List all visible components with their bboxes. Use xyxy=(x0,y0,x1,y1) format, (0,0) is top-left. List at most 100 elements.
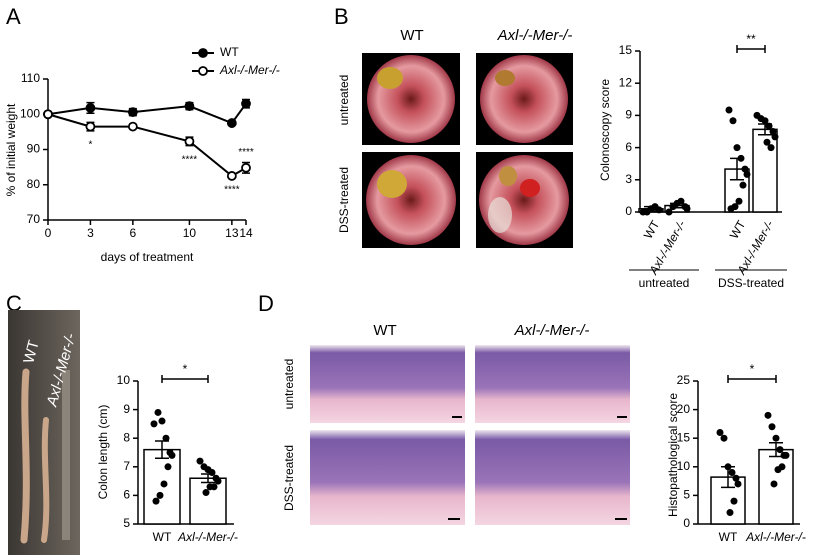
legend-label: Axl-/-Mer-/- xyxy=(219,63,280,77)
data-point xyxy=(164,463,172,471)
significance: ** xyxy=(746,32,756,46)
data-point xyxy=(764,411,772,419)
significance: **** xyxy=(224,185,240,196)
data-point xyxy=(743,170,751,178)
y-tick-label: 6 xyxy=(625,140,632,154)
endoscopy-images xyxy=(362,53,573,248)
y-axis-label: % of initial weight xyxy=(4,103,18,196)
marker xyxy=(241,98,251,109)
significance-bar xyxy=(727,375,777,383)
marker xyxy=(184,136,195,147)
marker xyxy=(241,162,251,173)
row-label: untreated xyxy=(282,359,296,410)
panel-label: D xyxy=(258,291,274,316)
marker xyxy=(127,107,138,118)
data-point xyxy=(770,480,778,488)
data-point xyxy=(733,144,741,152)
significance-bar xyxy=(161,375,209,383)
data-point xyxy=(782,451,790,459)
significance: * xyxy=(88,139,92,150)
data-point xyxy=(655,206,663,214)
panel-label: A xyxy=(6,4,21,29)
data-point xyxy=(767,144,775,152)
data-point xyxy=(768,423,776,431)
histology-images xyxy=(310,345,630,525)
data-point xyxy=(206,483,214,491)
error-bar xyxy=(155,440,169,459)
significance: **** xyxy=(182,154,198,165)
y-tick-label: 70 xyxy=(27,212,41,226)
x-tick-label: Axl-/-Mer-/- xyxy=(177,530,238,544)
y-tick-label: 0 xyxy=(625,204,632,218)
x-tick-label: 3 xyxy=(87,226,94,240)
x-tick-label: 13 xyxy=(225,226,239,240)
data-point xyxy=(734,480,742,488)
data-point xyxy=(214,477,222,485)
data-point xyxy=(154,408,162,416)
data-point xyxy=(730,497,738,505)
y-tick-label: 20 xyxy=(677,402,691,416)
row-label: untreated xyxy=(337,75,351,126)
error-bar xyxy=(769,442,783,458)
data-point xyxy=(162,434,170,442)
legend-label: WT xyxy=(220,45,239,59)
x-tick-label: WT xyxy=(727,218,749,242)
marker xyxy=(85,121,96,132)
y-tick-label: 9 xyxy=(625,108,632,122)
significance-bar xyxy=(736,45,766,53)
line xyxy=(47,113,247,178)
marker xyxy=(184,101,195,112)
x-tick-label: WT xyxy=(641,218,663,242)
significance: **** xyxy=(238,147,254,158)
data-point xyxy=(776,446,784,454)
y-tick-label: 110 xyxy=(21,71,40,85)
column-label: Axl-/-Mer-/- xyxy=(497,27,573,44)
data-point xyxy=(168,451,176,459)
y-tick-label: 90 xyxy=(27,142,41,156)
data-point xyxy=(150,420,158,428)
data-point xyxy=(741,165,749,173)
y-axis-label: Colonoscopy score xyxy=(598,79,612,181)
y-tick-label: 7 xyxy=(123,459,130,473)
y-tick-label: 15 xyxy=(619,43,633,57)
y-tick-label: 100 xyxy=(20,106,40,120)
group-label: untreated xyxy=(639,276,690,290)
y-tick-label: 80 xyxy=(27,177,41,191)
y-tick-label: 10 xyxy=(677,459,691,473)
x-tick-label: Axl-/-Mer-/- xyxy=(745,530,806,544)
data-point xyxy=(774,466,782,474)
data-point xyxy=(156,491,164,499)
data-point xyxy=(720,434,728,442)
error-bar xyxy=(201,473,215,484)
x-tick-label: WT xyxy=(153,530,172,544)
column-label: WT xyxy=(373,322,396,339)
data-point xyxy=(160,480,168,488)
marker xyxy=(43,109,53,120)
error-bar xyxy=(644,205,658,212)
error-bar xyxy=(758,123,772,136)
x-tick-label: 6 xyxy=(130,226,137,240)
colon-photo xyxy=(8,310,80,555)
y-tick-label: 9 xyxy=(123,402,130,416)
data-point xyxy=(728,469,736,477)
marker xyxy=(127,121,138,132)
photo-label: WT xyxy=(20,338,42,365)
data-point xyxy=(729,117,737,125)
y-tick-label: 15 xyxy=(677,430,691,444)
legend-marker xyxy=(198,66,208,76)
y-tick-label: 5 xyxy=(123,516,130,530)
data-point xyxy=(761,117,769,125)
panel-label: B xyxy=(334,4,349,29)
y-axis-label: Colon length (cm) xyxy=(96,405,110,500)
y-tick-label: 25 xyxy=(677,373,691,387)
y-tick-label: 8 xyxy=(123,430,130,444)
y-tick-label: 12 xyxy=(619,75,633,89)
panel-label: C xyxy=(6,291,22,316)
y-tick-label: 0 xyxy=(683,516,690,530)
y-tick-label: 10 xyxy=(117,373,131,387)
data-point xyxy=(727,205,735,213)
x-axis-label: days of treatment xyxy=(101,250,194,264)
y-tick-label: 5 xyxy=(683,488,690,502)
column-label: WT xyxy=(400,27,423,44)
data-point xyxy=(739,181,747,189)
